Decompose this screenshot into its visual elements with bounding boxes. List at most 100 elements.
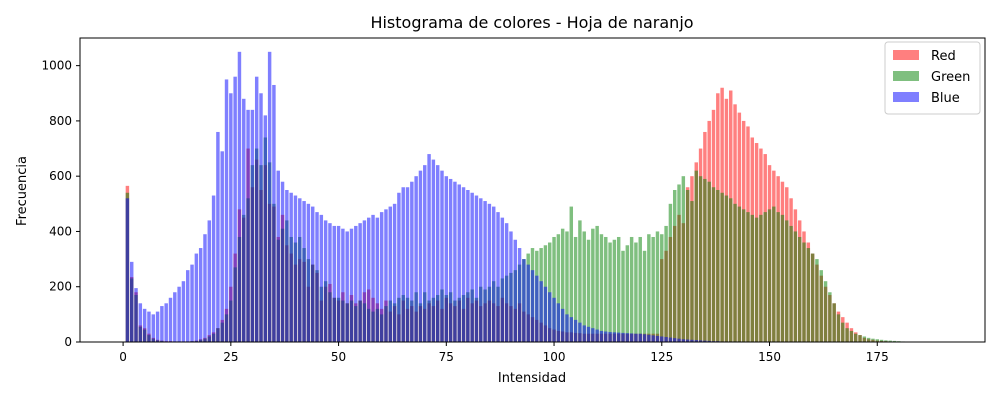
bar-blue-80 (466, 190, 470, 342)
bar-green-131 (685, 190, 690, 342)
y-tick-label: 0 (64, 335, 72, 349)
bar-green-175 (875, 339, 879, 342)
bar-blue-68 (414, 176, 418, 342)
bar-blue-75 (444, 176, 449, 342)
y-tick-label: 400 (49, 224, 72, 238)
legend-swatch-blue (893, 92, 919, 102)
bar-blue-19 (203, 234, 207, 342)
bar-green-110 (595, 225, 599, 342)
bar-blue-77 (453, 181, 457, 342)
bar-blue-34 (267, 51, 272, 342)
bar-blue-24 (224, 79, 229, 342)
bar-green-166 (836, 314, 841, 342)
bar-green-140 (724, 195, 729, 342)
bar-green-167 (841, 322, 845, 342)
bar-blue-81 (470, 192, 474, 342)
bar-blue-118 (629, 333, 634, 342)
bar-green-121 (642, 250, 647, 342)
bar-green-156 (793, 231, 798, 342)
bar-blue-82 (474, 195, 479, 342)
bar-green-100 (552, 236, 556, 342)
bar-blue-117 (625, 333, 630, 342)
bar-blue-55 (358, 223, 362, 342)
bar-blue-84 (483, 201, 487, 342)
bar-green-169 (849, 330, 854, 342)
bar-blue-62 (388, 206, 393, 342)
bar-blue-51 (341, 228, 345, 342)
bar-green-148 (759, 214, 763, 342)
bar-blue-15 (186, 270, 190, 342)
x-axis-label: Intensidad (498, 371, 566, 386)
bar-green-172 (862, 336, 867, 342)
bar-green-101 (556, 234, 561, 342)
bar-green-106 (578, 220, 582, 342)
bar-blue-94 (526, 264, 530, 342)
bar-green-144 (741, 209, 746, 342)
plot-frame (79, 37, 986, 343)
bar-green-170 (853, 333, 858, 342)
bar-blue-12 (173, 292, 177, 342)
bar-green-135 (703, 178, 707, 342)
bar-blue-124 (655, 335, 660, 342)
bar-green-119 (634, 242, 638, 342)
bar-blue-47 (323, 220, 328, 342)
bar-green-130 (681, 176, 686, 342)
bar-blue-102 (560, 308, 565, 342)
bar-blue-9 (160, 306, 164, 342)
bar-blue-44 (310, 206, 315, 342)
bar-green-118 (629, 236, 634, 342)
bar-green-113 (608, 242, 612, 342)
bar-blue-113 (608, 332, 612, 342)
y-tick-label: 200 (49, 280, 72, 294)
bar-green-176 (879, 339, 884, 342)
bar-green-164 (828, 292, 832, 342)
bar-blue-83 (479, 198, 483, 342)
bar-green-120 (638, 236, 642, 342)
bar-blue-50 (336, 225, 341, 342)
bar-blue-78 (457, 184, 461, 342)
bar-blue-13 (177, 286, 181, 342)
bar-green-117 (625, 245, 630, 342)
legend-label-green: Green (931, 70, 970, 85)
bar-blue-35 (272, 84, 276, 342)
bar-blue-105 (573, 319, 578, 342)
bar-green-112 (604, 236, 608, 342)
bar-blue-133 (694, 340, 698, 342)
bar-green-126 (664, 225, 668, 342)
bar-blue-52 (345, 231, 349, 342)
bar-blue-132 (690, 339, 694, 342)
bar-blue-48 (328, 223, 332, 342)
bar-blue-131 (685, 339, 690, 342)
legend-swatch-red (893, 50, 919, 60)
bar-green-165 (832, 303, 836, 342)
bar-green-124 (655, 231, 660, 342)
bar-blue-111 (599, 330, 604, 342)
bar-green-153 (780, 214, 785, 342)
x-tick-label: 125 (650, 350, 673, 364)
bar-green-152 (776, 212, 780, 342)
bar-blue-79 (461, 187, 466, 342)
bar-green-127 (668, 203, 673, 342)
bar-green-134 (698, 176, 703, 342)
bar-green-150 (767, 209, 772, 342)
bar-blue-33 (263, 115, 268, 342)
bar-blue-38 (285, 190, 289, 342)
bar-blue-109 (591, 328, 595, 342)
bar-blue-107 (582, 325, 586, 342)
bar-green-174 (871, 338, 875, 342)
bar-blue-30 (250, 109, 255, 342)
bar-blue-2 (129, 261, 134, 342)
bar-green-133 (694, 170, 698, 342)
bar-blue-32 (259, 93, 263, 343)
bar-blue-76 (448, 178, 453, 342)
bar-blue-91 (513, 239, 517, 342)
bar-blue-129 (677, 338, 681, 342)
bar-blue-37 (280, 181, 285, 342)
bar-green-159 (806, 248, 811, 342)
bar-green-178 (888, 340, 892, 342)
bar-blue-53 (349, 228, 354, 342)
bar-blue-106 (578, 322, 582, 342)
y-axis: 0 200 400 600 800 1000 (41, 59, 80, 349)
bar-green-137 (711, 187, 716, 342)
bar-blue-70 (423, 165, 427, 342)
